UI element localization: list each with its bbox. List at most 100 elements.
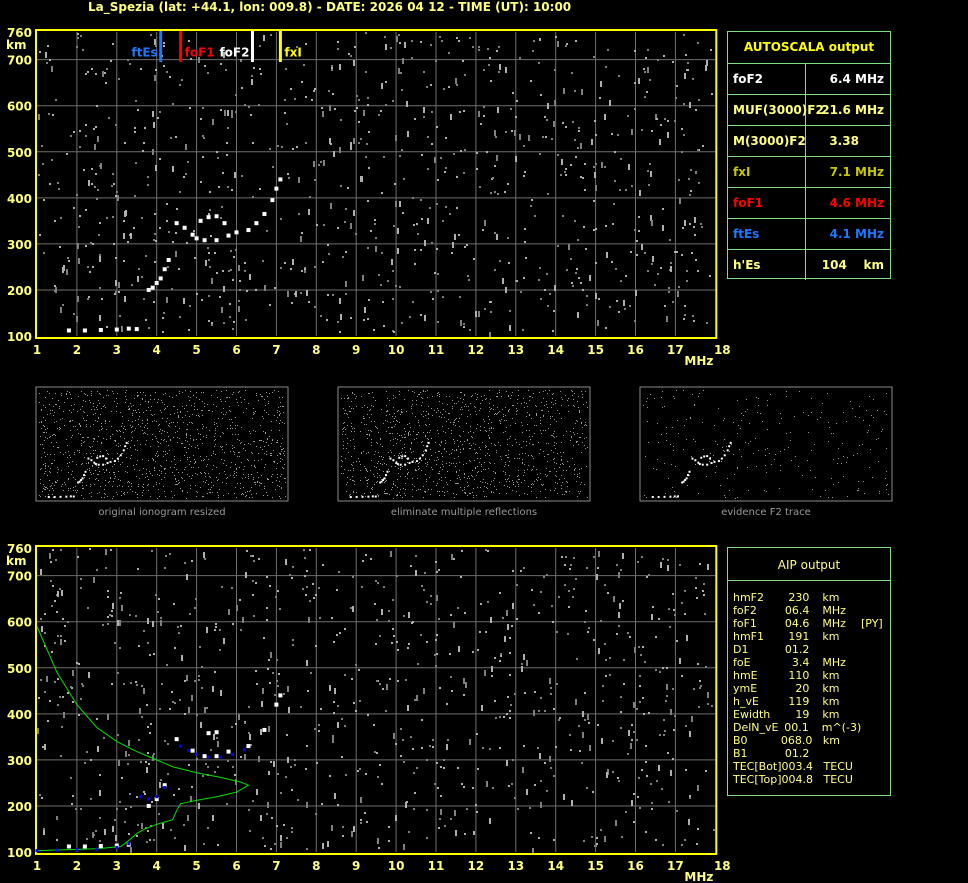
noise-echo [365, 554, 367, 556]
noise-echo [138, 268, 140, 270]
aip-cell: 3.4 [791, 656, 810, 669]
noise-echo [436, 571, 438, 573]
noise-echo [491, 432, 492, 433]
noise-echo [540, 491, 541, 492]
noise-echo [236, 469, 237, 470]
noise-echo [396, 495, 397, 496]
noise-echo [672, 427, 673, 428]
noise-echo [494, 463, 495, 464]
noise-echo [258, 477, 259, 478]
thumbnail-trace-point [81, 477, 84, 480]
noise-echo [542, 410, 543, 411]
noise-echo [112, 466, 113, 467]
noise-echo [131, 455, 132, 456]
noise-echo [294, 759, 296, 761]
noise-echo [39, 422, 40, 423]
noise-echo [723, 450, 724, 451]
aip-cell: 19 [795, 708, 810, 721]
noise-echo [184, 455, 185, 456]
noise-echo [452, 400, 453, 401]
noise-echo [713, 829, 715, 831]
noise-echo [404, 437, 405, 438]
noise-echo [689, 797, 691, 799]
noise-echo [204, 459, 205, 460]
noise-echo [405, 476, 406, 477]
noise-echo [351, 464, 352, 465]
noise-echo [338, 571, 340, 573]
noise-echo [628, 730, 630, 736]
noise-echo [489, 407, 490, 408]
noise-echo [491, 408, 492, 409]
noise-echo [629, 636, 631, 638]
noise-echo [484, 427, 485, 428]
noise-echo [477, 397, 478, 398]
noise-echo [96, 465, 97, 466]
noise-echo [54, 454, 55, 455]
noise-echo [464, 394, 465, 395]
aip-cell: MHz [822, 656, 846, 669]
x-tick-label: 16 [627, 859, 644, 873]
noise-echo [697, 785, 699, 791]
noise-echo [536, 413, 537, 414]
noise-echo [437, 430, 438, 431]
noise-echo [631, 185, 633, 187]
noise-echo [398, 68, 400, 74]
noise-echo [179, 316, 181, 318]
noise-echo [165, 496, 166, 497]
noise-echo [131, 483, 132, 484]
noise-echo [74, 454, 75, 455]
noise-echo [349, 495, 350, 496]
noise-echo [98, 436, 99, 437]
noise-echo [276, 659, 278, 661]
noise-echo [586, 304, 588, 306]
noise-echo [201, 392, 202, 393]
noise-echo [388, 427, 389, 428]
noise-echo [380, 463, 381, 464]
noise-echo [274, 694, 276, 696]
noise-echo [105, 464, 106, 465]
noise-echo [695, 259, 697, 261]
noise-echo [449, 653, 451, 655]
noise-echo [155, 392, 156, 393]
noise-echo [49, 553, 51, 559]
noise-echo [45, 465, 46, 466]
noise-echo [623, 300, 625, 306]
noise-echo [235, 464, 236, 465]
noise-echo [365, 468, 366, 469]
noise-echo [399, 435, 400, 436]
noise-echo [483, 115, 485, 117]
noise-echo [170, 467, 171, 468]
noise-echo [72, 461, 73, 462]
noise-echo [378, 496, 379, 497]
autoscala-row-3: fxI 7.1 MHz [728, 157, 890, 188]
noise-echo [302, 588, 304, 590]
noise-echo [685, 769, 687, 771]
noise-echo [553, 708, 555, 710]
noise-echo [194, 459, 195, 460]
noise-echo [128, 409, 129, 410]
noise-echo [543, 451, 544, 452]
thumbnail-trace-point [684, 479, 687, 482]
noise-echo [356, 396, 357, 397]
noise-echo [486, 446, 487, 447]
noise-echo [365, 477, 366, 478]
noise-echo [556, 463, 557, 464]
noise-echo [240, 756, 242, 758]
noise-echo [568, 405, 569, 406]
noise-echo [312, 583, 314, 585]
noise-echo [145, 319, 147, 321]
noise-echo [123, 493, 124, 494]
noise-echo [456, 471, 457, 472]
noise-echo [406, 411, 407, 412]
noise-echo [41, 468, 42, 469]
noise-echo [423, 445, 424, 446]
noise-echo [663, 55, 665, 57]
thumbnail-trace-point [90, 459, 93, 462]
noise-echo [229, 316, 231, 318]
noise-echo [405, 452, 406, 453]
noise-echo [532, 469, 533, 470]
noise-echo [593, 166, 595, 168]
thumbnail-trace-point [371, 495, 374, 498]
noise-echo [248, 809, 250, 811]
noise-echo [486, 496, 487, 497]
